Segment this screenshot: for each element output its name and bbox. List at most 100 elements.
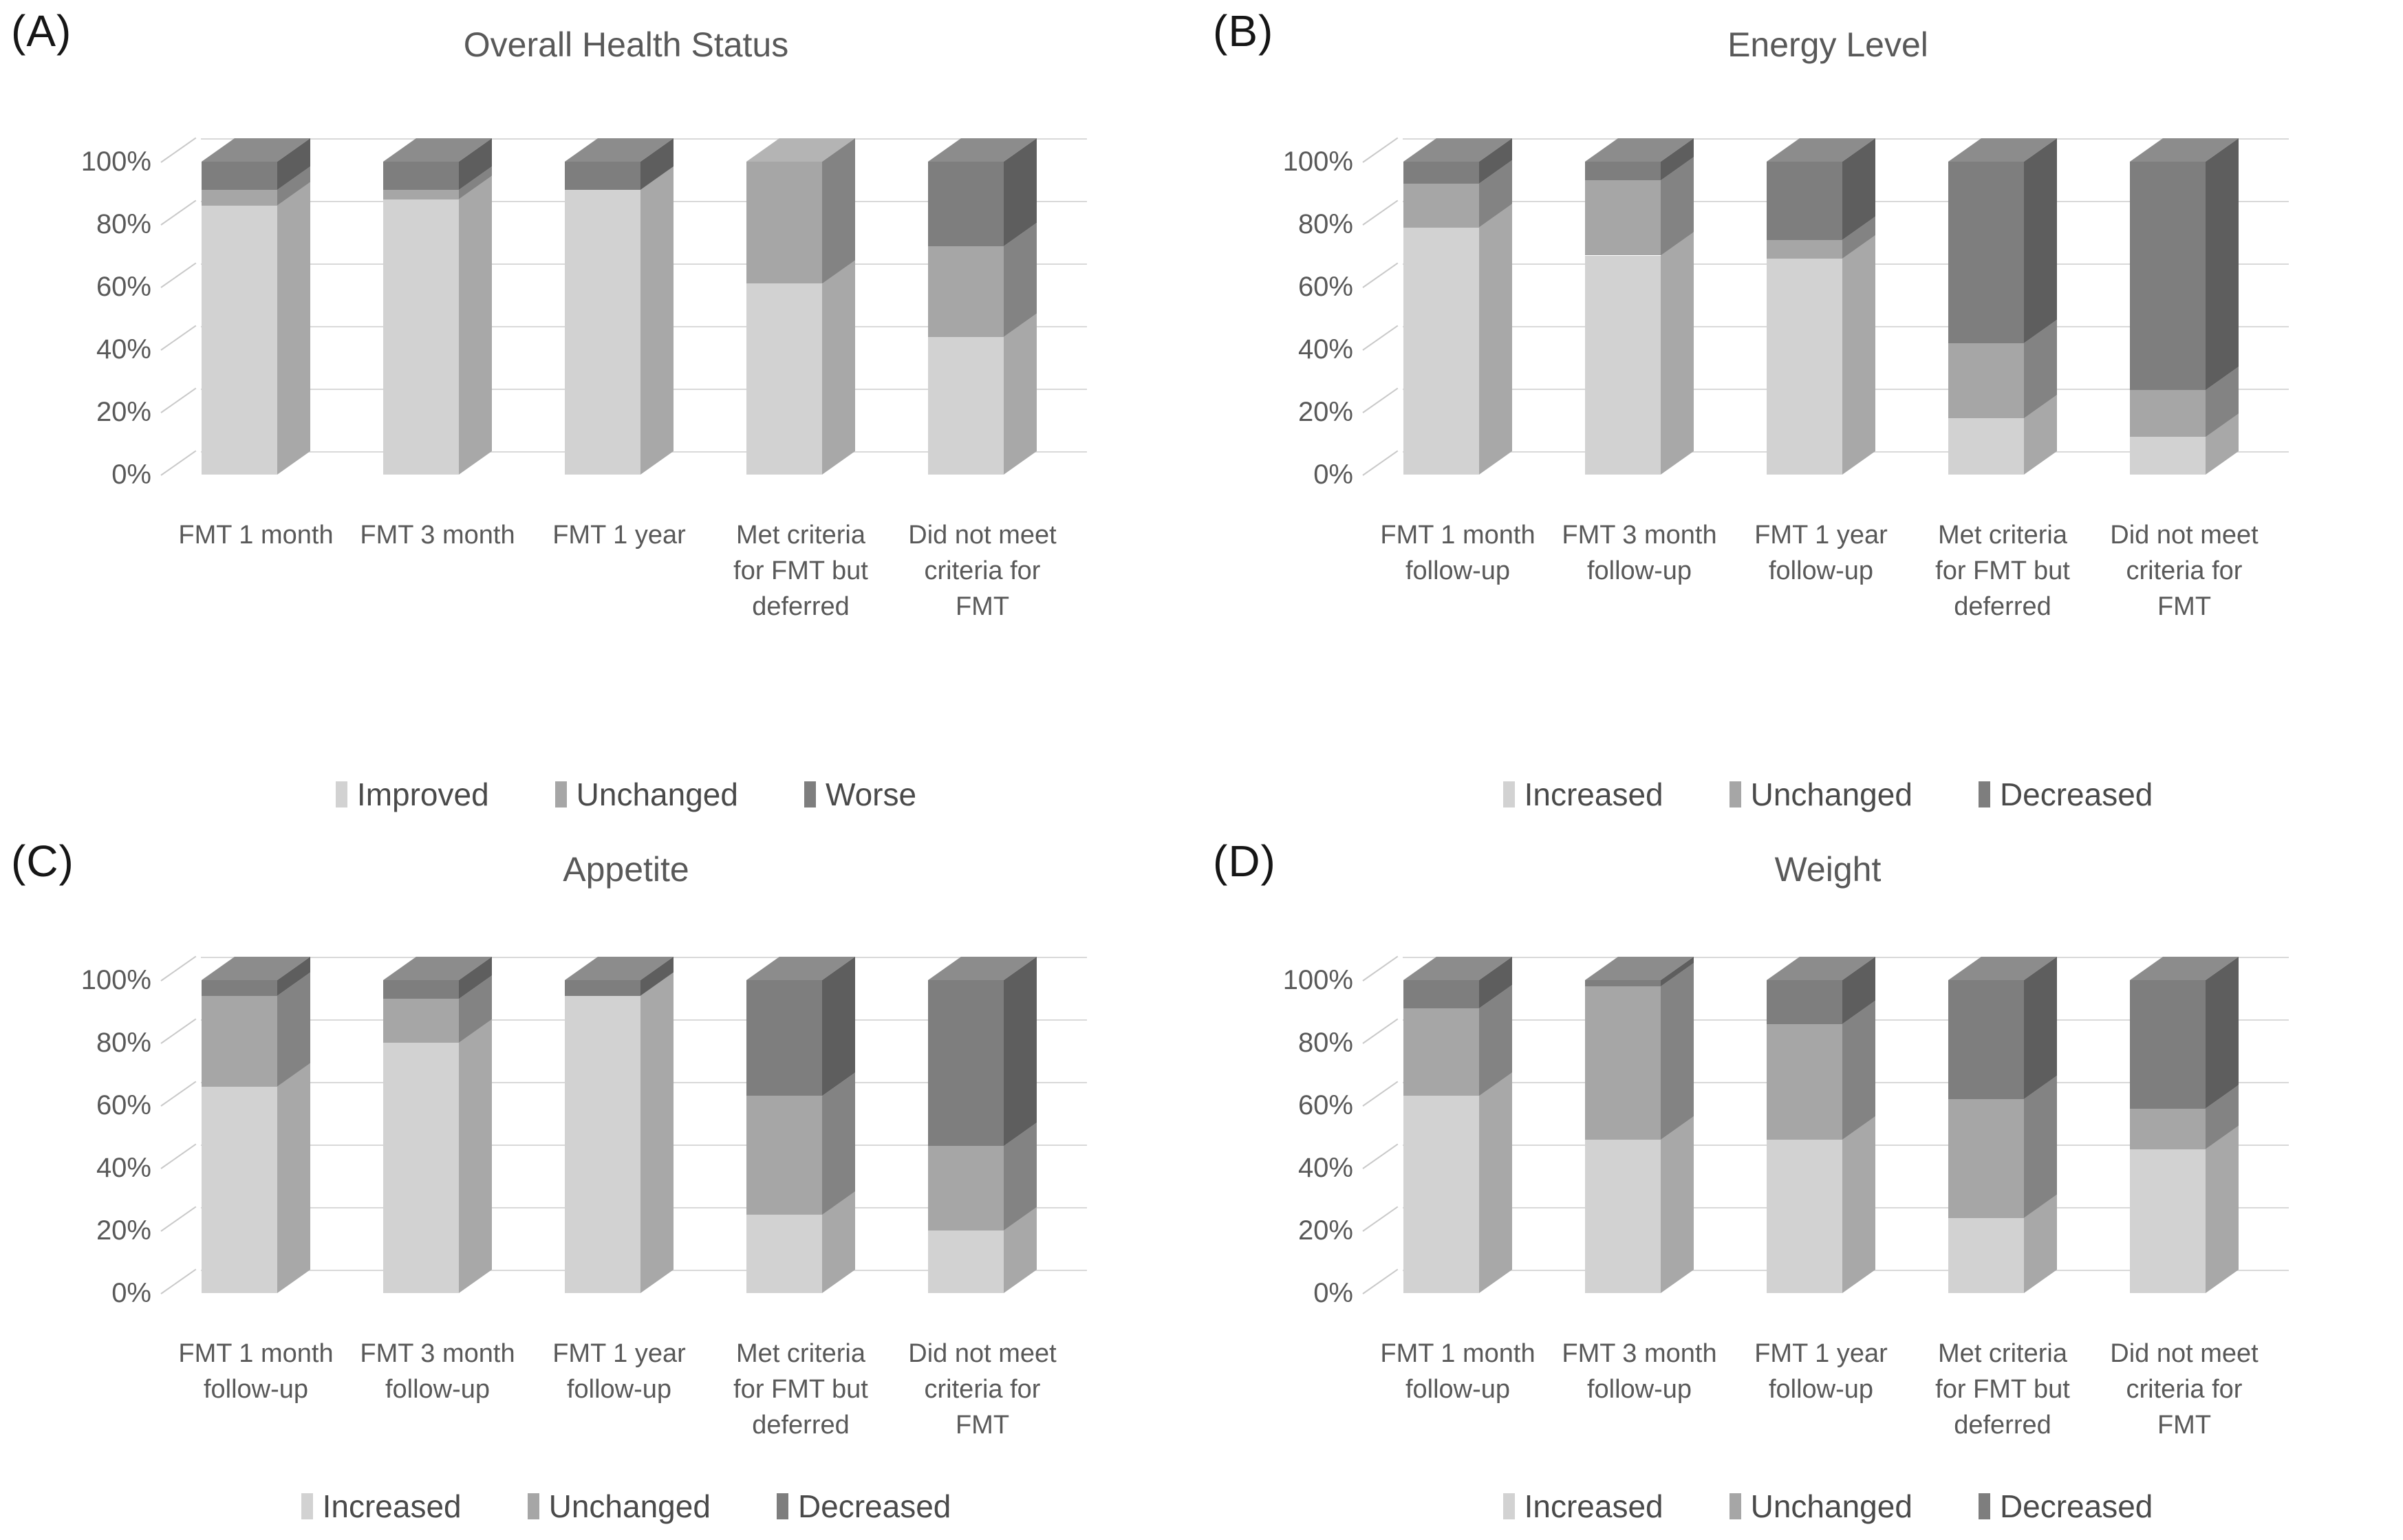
y-tick-label: 100% <box>1282 965 1353 995</box>
category-label-line: FMT 1 month <box>178 1339 334 1368</box>
chart-title: Appetite <box>563 850 689 889</box>
bar-segment-side <box>2206 1125 2239 1293</box>
category-label-line: follow-up <box>385 1375 491 1404</box>
axis-tick-line <box>160 137 197 163</box>
category-label-line: follow-up <box>1586 556 1692 585</box>
bar-segment-front <box>2130 1108 2206 1149</box>
bar-segment-front <box>1948 343 2024 419</box>
y-tick-label: 80% <box>1297 1028 1353 1058</box>
panel-letter: (B) <box>1213 6 1274 56</box>
plot-area: 0% 20% 40% 60% 80% 100% FMT 1 month follow-up FM… <box>0 836 1201 1540</box>
category-label: Met criteria for FMT but deferred <box>715 1336 887 1443</box>
axis-tick-line <box>160 1081 197 1107</box>
axis-tick-line <box>1362 1018 1399 1044</box>
bar-segment-side <box>1004 957 1037 1147</box>
bar-segment-side <box>822 957 855 1096</box>
y-tick-label: 100% <box>80 965 151 995</box>
legend-swatch <box>527 1493 539 1519</box>
legend-swatch <box>301 1493 313 1519</box>
legend-swatch <box>1978 781 1990 807</box>
legend-swatch <box>1978 1493 1990 1519</box>
legend-item: Unchanged <box>554 776 738 813</box>
category-label-line: follow-up <box>1586 1375 1692 1404</box>
axis-tick-line <box>160 387 197 413</box>
bar-segment-side <box>2206 957 2239 1109</box>
category-label-line: Did not meet <box>908 521 1057 550</box>
axis-tick-line <box>1362 387 1399 413</box>
legend-item: Increased <box>1502 776 1663 813</box>
y-tick-label: 40% <box>1297 1153 1353 1183</box>
category-label-line: FMT <box>955 1411 1010 1440</box>
legend-item: Decreased <box>1978 1488 2153 1525</box>
bar-segment-side <box>822 138 855 284</box>
bar-segment-side <box>1661 232 1694 475</box>
legend: Increased Unchanged Decreased <box>165 1488 1087 1525</box>
plot-area: 0% 20% 40% 60% 80% 100% FMT 1 month follow-up FM… <box>1202 836 2403 1540</box>
legend: Increased Unchanged Decreased <box>1367 776 2289 813</box>
legend-item: Improved <box>335 776 489 813</box>
legend-swatch <box>1502 781 1515 807</box>
bar-segment-front <box>2130 162 2206 391</box>
bar-segment-side <box>2024 957 2057 1099</box>
bar-segment-side <box>1004 313 1037 475</box>
category-label-line: FMT 1 month <box>1380 521 1535 550</box>
category-label-line: FMT 3 month <box>360 521 515 550</box>
bar-segment-front <box>1585 980 1661 987</box>
y-tick-label: 40% <box>1297 334 1353 365</box>
legend-label: Unchanged <box>1750 777 1912 812</box>
category-label-line: for FMT but <box>1935 1375 2070 1404</box>
category-label-line: deferred <box>1954 1411 2051 1440</box>
bar-segment-front <box>1585 162 1661 181</box>
axis-tick-line <box>1362 1206 1399 1232</box>
bar-segment-front <box>1403 162 1479 184</box>
legend: Increased Unchanged Decreased <box>1367 1488 2289 1525</box>
category-label-line: FMT 1 year <box>552 521 686 550</box>
bar-segment-side <box>1842 1116 1875 1293</box>
category-label: FMT 1 month follow-up <box>1372 1336 1544 1407</box>
bar-segment-front <box>1403 1008 1479 1096</box>
legend-label: Improved <box>356 777 489 812</box>
category-label: FMT 1 year follow-up <box>533 1336 705 1407</box>
y-tick-label: 0% <box>1313 459 1353 490</box>
legend-label: Increased <box>1524 1488 1663 1524</box>
category-label: Met criteria for FMT but deferred <box>1917 1336 2089 1443</box>
category-label: FMT 3 month follow-up <box>1553 517 1725 589</box>
chart-panel-weight: (D) Weight 0% 20% 40% 60% 80% 100% FMT 1 month… <box>1202 836 2403 1540</box>
y-tick-label: 60% <box>1297 1090 1353 1120</box>
category-label-line: follow-up <box>1405 556 1511 585</box>
bar-segment-front <box>1585 986 1661 1140</box>
bar-segment-front <box>746 980 822 1096</box>
axis-tick-line <box>160 325 197 351</box>
chart-panel-energy-level: (B) Energy Level 0% 20% 40% 60% 80% 100% FMT 1… <box>1202 0 2403 836</box>
chart-panel-appetite: (C) Appetite 0% 20% 40% 60% 80% 100% FMT 1 mon… <box>0 836 1201 1540</box>
bar-segment-front <box>746 283 822 475</box>
legend-label: Decreased <box>1999 777 2153 812</box>
bar-segment-front <box>383 199 459 475</box>
axis-tick-line <box>1362 325 1399 351</box>
axis-tick-line <box>160 1206 197 1232</box>
category-label-line: FMT 3 month <box>1562 1339 1717 1368</box>
y-tick-label: 20% <box>96 1215 151 1246</box>
bar-segment-front <box>2130 437 2206 475</box>
bar-segment-front <box>928 246 1004 337</box>
y-tick-label: 80% <box>1297 209 1353 239</box>
bar-segment-side <box>822 260 855 475</box>
bar-segment-front <box>1767 259 1842 475</box>
category-label-line: for FMT but <box>1935 556 2070 585</box>
bar-segment-front <box>565 162 640 190</box>
bar-segment-side <box>277 182 310 475</box>
legend-label: Unchanged <box>548 1488 711 1524</box>
category-label-line: FMT 3 month <box>360 1339 515 1368</box>
y-tick-label: 0% <box>111 459 151 490</box>
bar-segment-front <box>1403 183 1479 228</box>
category-label-line: deferred <box>752 1411 850 1440</box>
legend-swatch <box>776 1493 788 1519</box>
axis-tick-line <box>1362 450 1399 476</box>
chart-title: Weight <box>1774 850 1882 889</box>
bar-segment-front <box>1948 162 2024 343</box>
category-label-line: FMT 1 year <box>552 1339 686 1368</box>
category-label: FMT 3 month <box>352 517 524 553</box>
bar-segment-front <box>928 1230 1004 1293</box>
bar-segment-front <box>1948 418 2024 475</box>
category-label-line: FMT 3 month <box>1562 521 1717 550</box>
